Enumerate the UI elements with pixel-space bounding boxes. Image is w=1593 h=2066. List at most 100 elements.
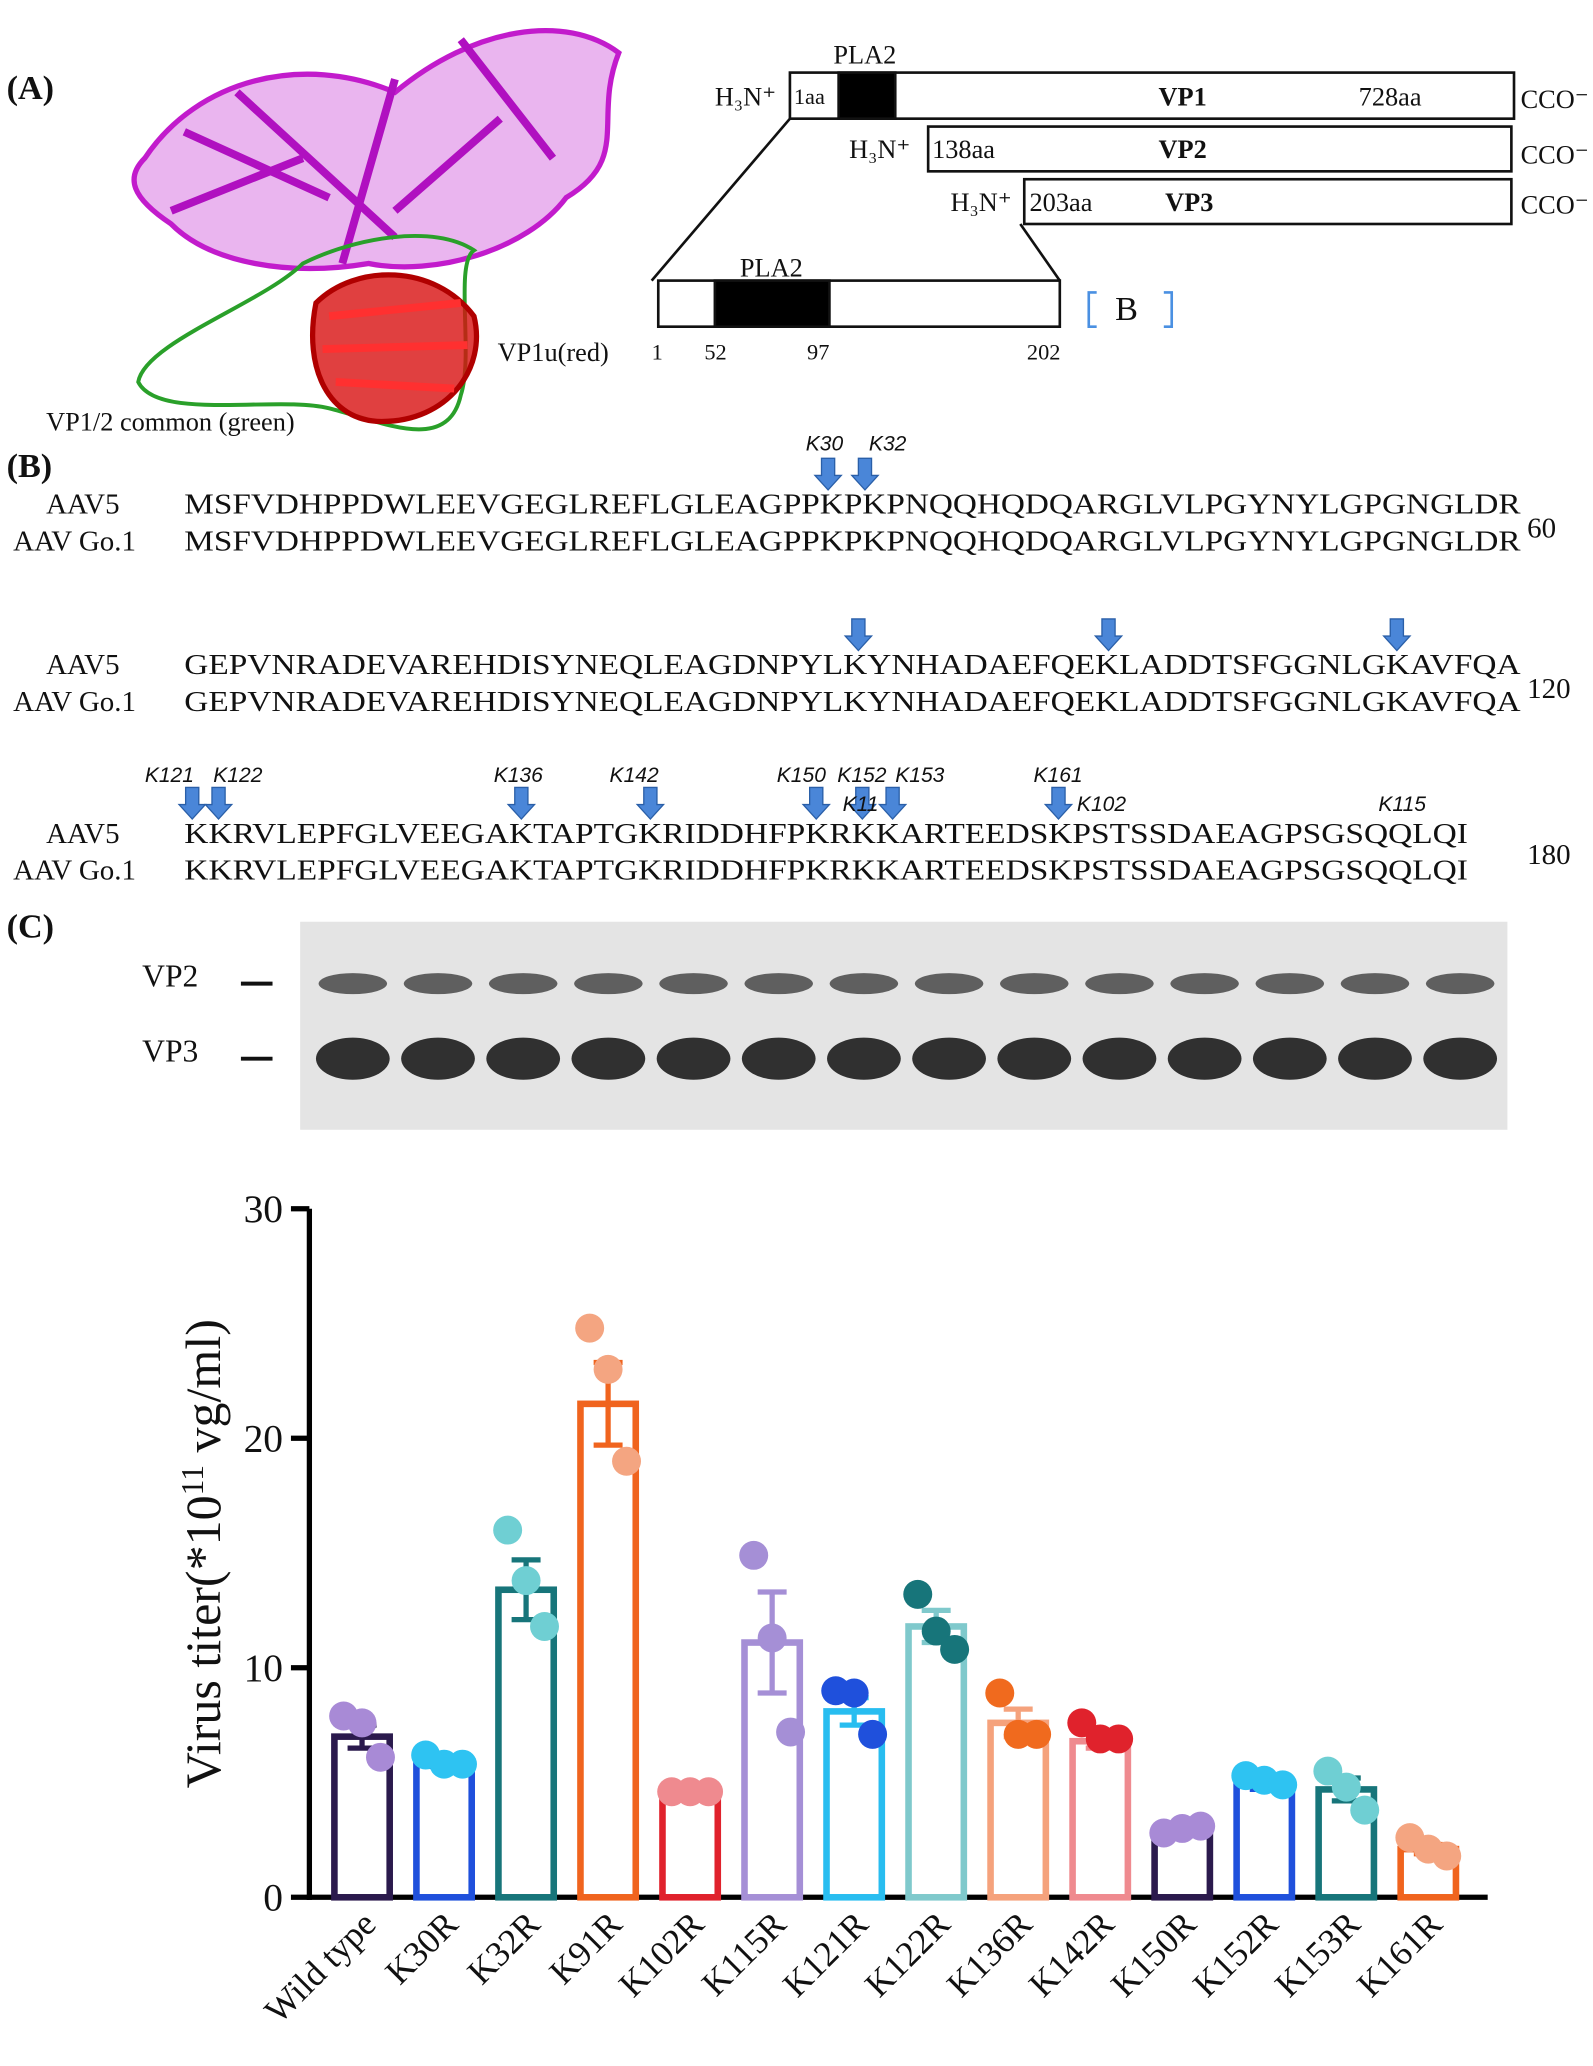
data-point [858,1719,888,1749]
data-point [493,1515,523,1545]
terminus: CCO⁻ [1521,190,1589,219]
data-point [903,1579,933,1609]
position: 1 [652,340,663,365]
data-point [1331,1772,1361,1802]
band [1340,973,1410,995]
position: 138aa [932,135,995,164]
sequence: MSFVDHPPDWLEEVGEGLREFLGLEAGPPKPKPNQQHQDQ… [184,525,1521,557]
x-tick-label: K32R [459,1903,548,1992]
data-point [739,1540,769,1570]
panel-label: (C) [7,909,55,946]
band [1425,973,1495,995]
x-tick-label: Wild type [256,1904,383,2031]
band [656,1037,731,1080]
terminus: CCO⁻ [1521,85,1589,114]
terminus: H₃N⁺ [951,188,1012,217]
arrow [506,786,536,821]
position: 97 [807,340,829,365]
arrow [850,457,880,491]
y-axis-label-part: Virus titer(*10 [175,1495,231,1788]
site-label: K136 [494,764,543,787]
x-tick-label: K153R [1267,1903,1368,2004]
y-tick-label: 20 [244,1416,283,1460]
residue-number: 120 [1527,673,1570,705]
y-axis-label-part: vg/ml) [175,1319,231,1465]
band [486,1037,561,1080]
data-point [448,1749,477,1779]
terminus: H₃N⁺ [849,135,910,164]
arrow [203,786,234,821]
y-tick-label: 10 [244,1646,283,1690]
data-point [776,1717,806,1747]
sequence: MSFVDHPPDWLEEVGEGLREFLGLEAGPPKPKPNQQHQDQ… [184,489,1521,521]
bar [987,1719,1050,1901]
position: 1aa [794,84,825,109]
annotation: VP1/2 common (green) [46,408,295,437]
band [1085,973,1154,995]
data-point [839,1678,869,1708]
data-point [575,1313,605,1343]
sequence-name: AAV Go.1 [13,686,136,718]
x-tick-label: K102R [611,1903,712,2004]
bar [413,1758,476,1901]
band [744,973,813,995]
data-point [1022,1719,1052,1749]
band [574,973,643,995]
sequence: GEPVNRADEVAREHDISYNEQLEAGDNPYLKYNHADAEFQ… [184,686,1520,718]
site-label: K122 [213,764,262,787]
x-tick-label: K122R [857,1903,958,2004]
arrow [877,786,908,821]
bar [659,1790,722,1901]
site-label: K32 [869,432,907,455]
x-tick-label: K121R [775,1903,876,2004]
bar [577,1400,640,1901]
band [488,973,558,995]
blot-bands [315,973,1498,1080]
annotation: VP1u(red) [498,338,609,367]
data-point [1350,1795,1380,1825]
bar [1233,1781,1296,1901]
domain-map [650,71,1516,328]
arrow [1093,618,1124,652]
x-tick-label: K142R [1021,1903,1122,2004]
residue-number: 60 [1527,512,1556,544]
data-point [530,1611,559,1641]
band-label: VP3 [142,1033,198,1068]
data-point [921,1616,951,1646]
position: 52 [704,340,726,365]
site-label: K30 [806,432,844,455]
band [1255,973,1325,995]
bar [1069,1737,1132,1901]
arrow [801,786,831,821]
band [1082,1037,1157,1080]
position: 203aa [1030,188,1093,217]
site-arrows [177,457,1412,821]
protein-name: VP2 [1159,135,1207,164]
site-label: K153 [895,764,944,787]
x-tick-label: K161R [1349,1903,1450,2004]
terminus: H₃N⁺ [715,83,776,112]
site-label: K11 [843,793,879,816]
bar [905,1623,968,1901]
site-label: K102 [1077,793,1126,816]
protein-structure [131,28,622,432]
terminus: CCO⁻ [1521,140,1589,169]
band [1338,1037,1412,1080]
band [571,1037,646,1080]
band [1000,973,1069,995]
panel-label: (B) [7,448,53,485]
band [1423,1037,1498,1080]
arrow [813,457,843,491]
band [741,1037,816,1080]
data-point [694,1777,724,1807]
alignment: AAV5 MSFVDHPPDWLEEVGEGLREFLGLEAGPPKPKPNQQ… [13,432,1570,886]
x-tick-label: K136R [939,1903,1040,2004]
domain-label: PLA2 [740,254,803,283]
site-label: K150 [777,764,826,787]
arrow [635,786,666,821]
sequence-name: AAV5 [46,818,119,850]
band [318,973,388,995]
band [829,973,899,995]
site-label: K121 [145,764,194,787]
arrow [1043,786,1074,821]
